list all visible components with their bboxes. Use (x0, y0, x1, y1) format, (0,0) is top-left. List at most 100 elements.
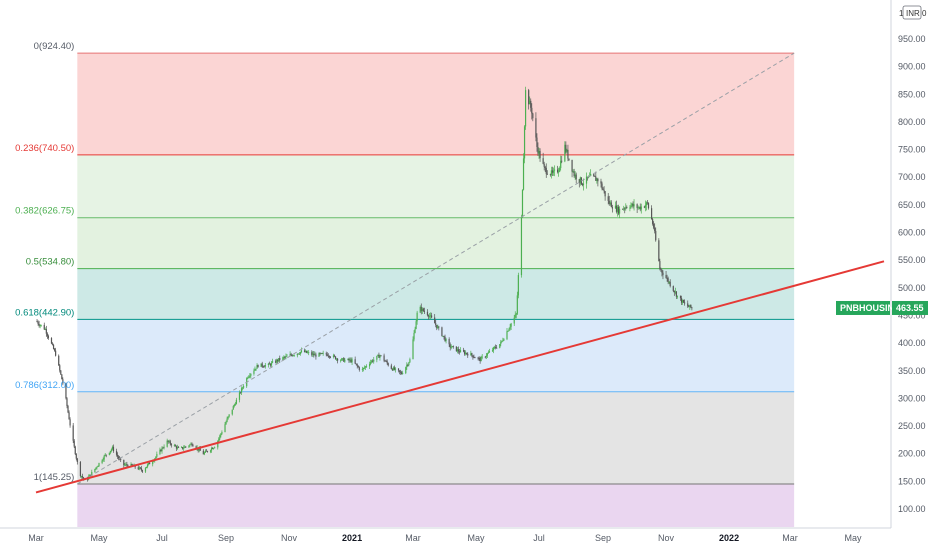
candle-body (480, 357, 482, 362)
candle-body (522, 158, 525, 190)
candle-body (393, 367, 396, 370)
candle-body (550, 170, 553, 176)
candle-body (573, 171, 575, 177)
candle-body (318, 353, 320, 357)
candle-body (632, 203, 634, 207)
symbol-label: PNBHOUSING (840, 303, 901, 313)
time-tick-label: 2022 (719, 533, 739, 543)
candle-body (479, 358, 481, 362)
candle-body (380, 355, 382, 357)
candle-body (123, 459, 125, 466)
candle-body (517, 275, 519, 296)
candle-body (145, 466, 148, 469)
candle-body (376, 355, 378, 360)
candle-body (683, 299, 685, 303)
candle-body (537, 146, 539, 154)
fib-retracement (77, 52, 795, 527)
candle-body (131, 464, 133, 466)
candle-body (449, 344, 451, 348)
candle-body (614, 205, 617, 209)
candle-body (312, 353, 314, 355)
candle-body (325, 353, 327, 355)
candle-body (400, 371, 402, 373)
candle-body (243, 386, 245, 388)
candle-body (365, 366, 368, 368)
candle-body (647, 202, 650, 209)
candle-body (377, 354, 379, 356)
currency-badge[interactable] (902, 5, 922, 20)
candle-body (228, 414, 230, 417)
candle-body (347, 358, 349, 360)
candle-body (241, 387, 244, 389)
candle-body (213, 447, 215, 449)
candle-body (118, 456, 120, 459)
candle-body (138, 467, 140, 470)
candle-body (356, 364, 358, 367)
candle-body (163, 446, 165, 448)
price-axis: 100.00 150.00 200.00 250.00 300.00 350.00 400.… (890, 0, 926, 528)
candle-body (651, 208, 653, 220)
candle-body (188, 445, 190, 447)
candle-body (503, 339, 505, 341)
candle-body (348, 358, 350, 361)
time-tick-label: Jul (156, 533, 168, 543)
candle-body (140, 468, 142, 471)
candle-body (513, 317, 515, 324)
candle-body (79, 462, 82, 477)
candle-body (629, 207, 631, 209)
candle-body (681, 299, 684, 303)
candle-body (516, 295, 518, 314)
candle-body (43, 324, 45, 330)
currency-corner: 1( INR 0 (899, 5, 927, 20)
candle-body (96, 467, 98, 468)
fib-label-0.236: 0.236(740.50) (15, 143, 74, 154)
candle-body (631, 203, 633, 206)
candle-body (313, 353, 315, 356)
candle-body (618, 208, 621, 214)
candle-body (615, 205, 618, 212)
candle-body (44, 329, 46, 330)
candle-body (560, 160, 562, 169)
price-tick-label: 800.00 (898, 117, 926, 127)
candle-body (373, 359, 375, 362)
candle-body (673, 290, 675, 293)
time-tick-label: May (90, 533, 108, 543)
candle-body (428, 315, 431, 317)
candle-body (65, 383, 67, 399)
fib-label-1: 1(145.25) (34, 472, 75, 483)
candle-body (108, 452, 110, 455)
candle-body (442, 335, 444, 337)
candle-body (474, 357, 476, 359)
candle-body (183, 447, 185, 449)
candle-body (311, 352, 313, 355)
candle-body (298, 353, 300, 355)
candle-body (415, 321, 417, 329)
candle-body (455, 346, 457, 352)
candle-body (326, 354, 328, 356)
candle-body (342, 358, 344, 360)
candle-body (617, 206, 620, 214)
candle-body (531, 107, 533, 114)
candle-body (495, 347, 497, 348)
candle-body (149, 462, 151, 465)
candle-body (386, 361, 388, 364)
candle-body (55, 350, 57, 356)
candle-body (73, 440, 75, 447)
candle-body (220, 433, 222, 436)
candle-body (640, 206, 642, 210)
candle-body (610, 202, 612, 208)
candle-body (36, 321, 38, 322)
candle-body (456, 349, 459, 352)
candle-body (364, 366, 367, 368)
candle-body (212, 448, 214, 449)
candle-body (159, 449, 161, 455)
candle-body (279, 358, 281, 360)
candle-body (256, 365, 258, 369)
candle-body (337, 358, 339, 361)
candle-body (574, 174, 576, 177)
candle-body (184, 446, 186, 448)
candle-body (130, 464, 132, 467)
candle-body (40, 324, 42, 326)
candle-body (355, 363, 357, 365)
